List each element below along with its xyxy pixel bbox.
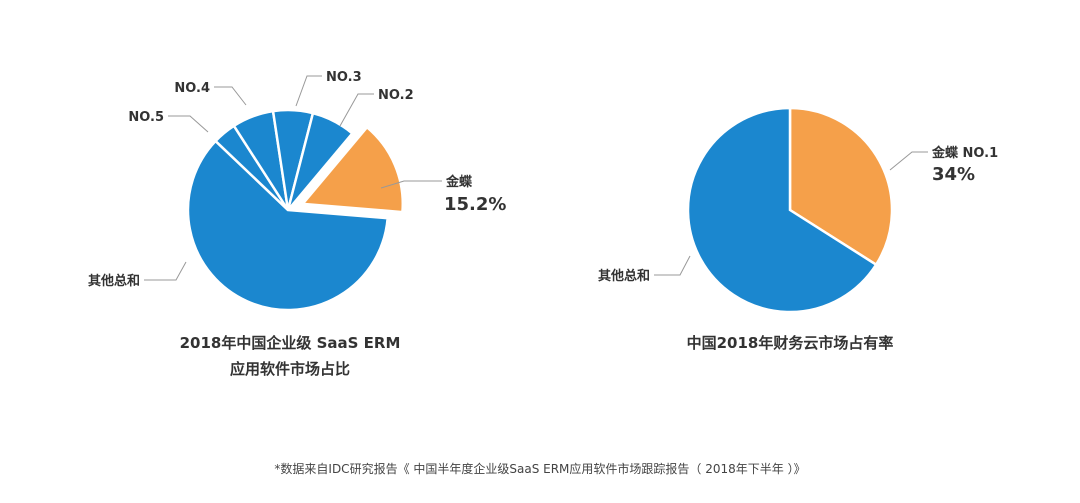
slice-value-kingdee-2: 34% — [932, 164, 975, 185]
leader-line-no3 — [295, 75, 322, 107]
leader-line-no4 — [214, 86, 247, 106]
chart-title-erm-line2: 应用软件市场占比 — [230, 360, 350, 378]
pie-finance-slices — [686, 106, 894, 314]
slice-value-kingdee-1: 15.2% — [444, 194, 506, 215]
pie-chart-erm: 金蝶 15.2% 其他总和 NO.5 NO.4 NO.3 NO.2 2018年中… — [88, 70, 506, 378]
slice-label-no5: NO.5 — [128, 110, 164, 125]
slice-label-no3: NO.3 — [326, 70, 362, 85]
chart-title-erm-line1: 2018年中国企业级 SaaS ERM — [180, 334, 401, 352]
source-footnote: *数据来自IDC研究报告《 中国半年度企业级SaaS ERM应用软件市场跟踪报告… — [274, 461, 805, 476]
leader-line-kingdee-1 — [380, 180, 442, 189]
leader-line-no2 — [339, 93, 374, 127]
slice-label-others-1: 其他总和 — [88, 273, 140, 289]
chart-title-finance: 中国2018年财务云市场占有率 — [687, 334, 894, 352]
pie-erm-slices — [186, 108, 405, 312]
leader-line-others-2 — [654, 255, 691, 276]
pie-chart-finance-cloud: 金蝶 NO.1 34% 其他总和 中国2018年财务云市场占有率 — [598, 106, 998, 352]
pie-finance-slice-1 — [686, 106, 878, 314]
leader-line-no5 — [168, 115, 209, 133]
slice-label-others-2: 其他总和 — [598, 268, 650, 284]
slice-label-kingdee-2: 金蝶 NO.1 — [931, 145, 998, 161]
pie-erm-slice-1 — [186, 139, 390, 312]
leader-line-kingdee-2 — [889, 151, 928, 171]
slice-label-kingdee-1: 金蝶 — [445, 174, 473, 190]
pie-erm-slice-0 — [300, 125, 405, 214]
leader-line-others-1 — [144, 261, 187, 281]
slice-label-no4: NO.4 — [174, 81, 210, 96]
pie-erm-slice-5 — [286, 111, 355, 211]
slice-label-no2: NO.2 — [378, 88, 414, 103]
